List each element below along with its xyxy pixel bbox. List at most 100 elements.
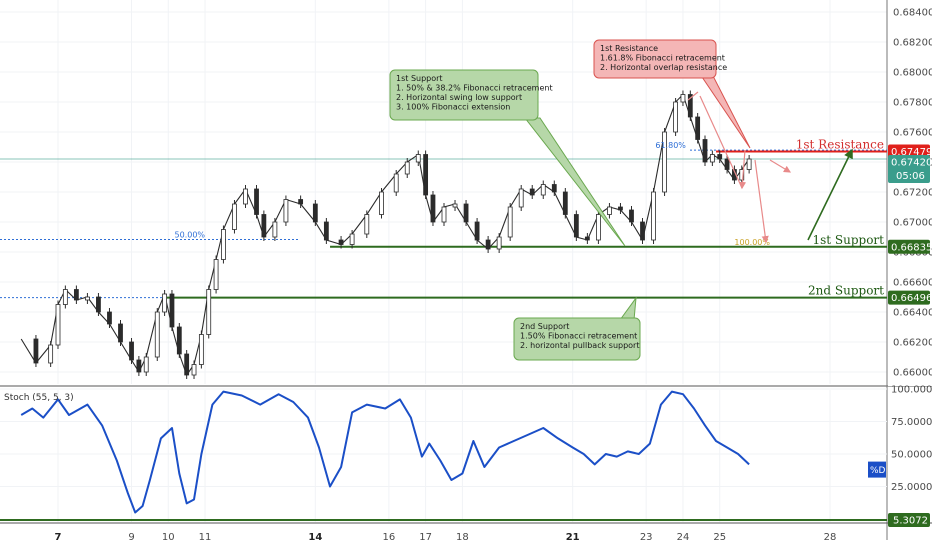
fib-label-2: 100.00% <box>734 238 770 247</box>
candle-body <box>529 188 535 196</box>
first-resistance-note-box <box>593 39 717 79</box>
candle-body <box>379 191 384 215</box>
candle-body <box>298 199 304 205</box>
first-support-note-line-3: 3. 100% Fibonacci extension <box>396 103 510 112</box>
candle-body <box>312 203 318 223</box>
candle-body <box>232 203 237 230</box>
time-tick-label: 21 <box>566 532 580 543</box>
current-price-tag <box>888 155 930 183</box>
projection-arrows <box>687 91 853 244</box>
red-channel-line <box>699 95 743 189</box>
price-tick-label: 0.66000 <box>893 368 932 379</box>
candle-body <box>651 191 656 241</box>
candle-body <box>596 214 601 241</box>
candle-body <box>573 214 579 238</box>
stoch-badge <box>868 461 886 478</box>
price-tick-label: 0.67800 <box>893 98 932 109</box>
countdown-text: 05:06 <box>896 171 925 182</box>
candle-body <box>85 296 90 301</box>
stoch-series <box>0 390 887 521</box>
time-tick-label: 25 <box>713 532 726 543</box>
red-arrow-3 <box>769 159 792 173</box>
candle-body <box>452 203 458 208</box>
stoch-bottom-tag <box>888 513 930 527</box>
second-support-note-line-2: 2. horizontal pullback support <box>520 341 639 350</box>
time-tick-label: 10 <box>162 532 175 543</box>
candle-body <box>562 191 568 215</box>
price-tick-label: 0.68000 <box>893 68 932 79</box>
stoch-tick-label: 100.0000 <box>891 385 932 396</box>
time-tick-label: 18 <box>456 532 469 543</box>
stoch-tick-label: 50.0000 <box>891 450 932 461</box>
price-tick-label: 0.68400 <box>893 8 932 19</box>
stoch-axis-bg <box>888 387 932 522</box>
stoch-tick-label: 25.0000 <box>891 482 932 493</box>
candle-body <box>198 334 204 365</box>
candle-body <box>584 236 590 241</box>
candle-body <box>618 206 623 211</box>
candle-body <box>680 94 686 103</box>
candle-body <box>640 221 645 241</box>
candle-body <box>430 194 436 223</box>
candle-body <box>349 233 355 245</box>
candle-body <box>283 199 289 223</box>
price-series: 50.00% 61.80% 100.00% <box>20 90 770 379</box>
candle-body <box>507 206 513 238</box>
level-tag-text-2: 0.66496 <box>891 293 932 304</box>
candle-body <box>746 158 752 170</box>
level-tag-1 <box>888 239 930 254</box>
candle-body <box>463 203 469 223</box>
level-label-1: 1st Support <box>812 233 884 247</box>
first-support-note-line-2: 2. Horizontal swing low support <box>396 93 522 102</box>
second-support-note-line-0: 2nd Support <box>520 322 569 331</box>
price-tick-label: 0.66400 <box>893 308 932 319</box>
stoch-indicator-title[interactable]: Stoch (55, 5, 3) <box>4 393 74 403</box>
candle-body <box>243 188 248 205</box>
candle-body <box>709 154 715 163</box>
candle-body <box>404 161 410 175</box>
time-tick-label: 23 <box>640 532 653 543</box>
time-axis: 7 9 10 11 14 16 17 18 21 23 24 25 28 <box>55 532 837 543</box>
candle-body <box>118 323 123 343</box>
price-tick-label: 0.67000 <box>893 218 932 229</box>
time-tick-label: 16 <box>382 532 395 543</box>
candle-body <box>213 259 219 290</box>
candle-body <box>364 214 370 235</box>
price-tick-label: 0.66200 <box>893 338 932 349</box>
time-tick-label: 28 <box>824 532 837 543</box>
first-resistance-note-line-2: 2. Horizontal overlap resistance <box>600 63 727 72</box>
red-arrow-1 <box>754 159 769 244</box>
candle-body <box>474 221 480 241</box>
candle-body <box>441 206 447 223</box>
candle-body <box>55 304 61 346</box>
candle-body <box>48 344 54 364</box>
candle-body <box>73 289 79 301</box>
time-tick-label: 7 <box>55 532 62 543</box>
stoch-tick-label: 75.0000 <box>891 417 932 428</box>
candle-body <box>176 326 182 355</box>
candle-body <box>143 356 149 373</box>
candle-body <box>254 188 259 215</box>
stoch-axis: 100.0000 75.0000 50.0000 25.0000 %D 5.3072 <box>868 385 932 527</box>
price-tick-label: 0.67600 <box>893 128 932 139</box>
candle-body <box>323 221 329 241</box>
stoch-d-line <box>20 390 750 514</box>
time-tick-label: 11 <box>199 532 212 543</box>
candle-body <box>33 338 39 364</box>
stoch-badge-text: %D <box>870 466 886 476</box>
time-tick-label: 9 <box>128 532 134 543</box>
price-tick-label: 0.66600 <box>893 278 932 289</box>
first-resistance-note-line-1: 1.61.8% Fibonacci retracement <box>600 54 725 63</box>
candle-body <box>739 169 745 181</box>
candle-body <box>485 239 491 250</box>
time-tick-label: 14 <box>308 532 322 543</box>
first-support-note-line-0: 1st Support <box>396 74 443 83</box>
candle-body <box>107 311 112 325</box>
second-support-note-box <box>513 317 641 361</box>
first-support-note-line-1: 1. 50% & 38.2% Fibonacci retracement <box>396 84 553 93</box>
